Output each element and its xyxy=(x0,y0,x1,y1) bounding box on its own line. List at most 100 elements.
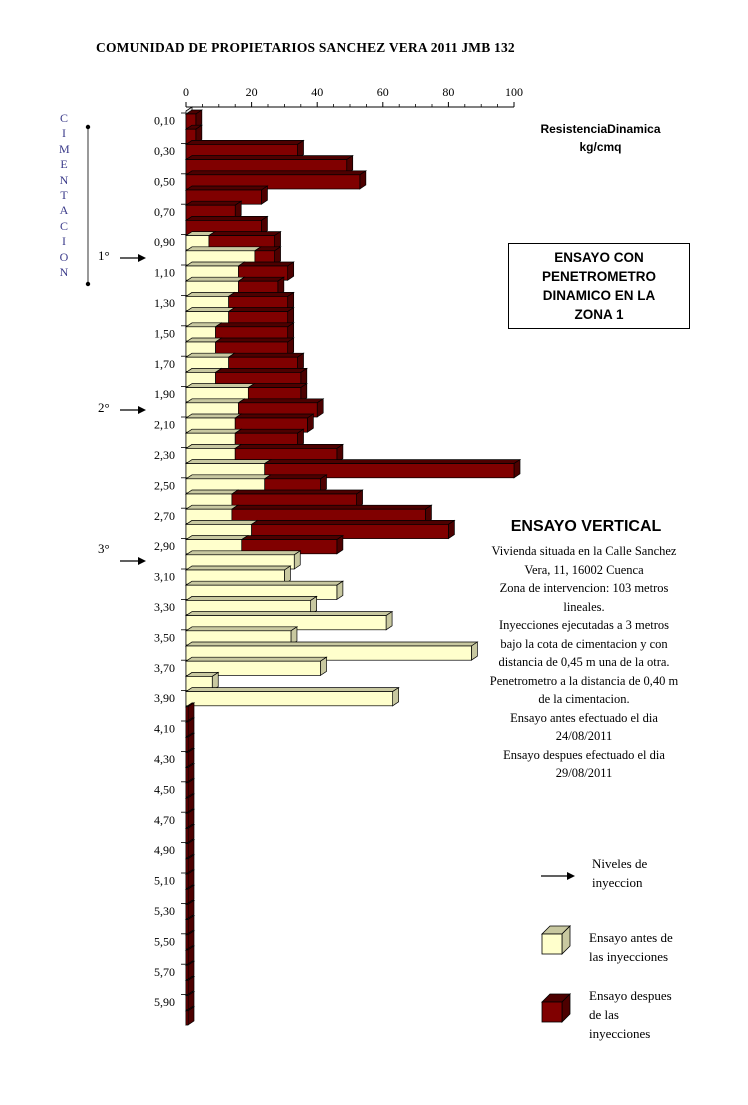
bar-after-zero-face xyxy=(185,736,189,752)
legend-arrow-line-2: inyeccion xyxy=(592,875,643,890)
legend-before-label: Ensayo antes de las inyecciones xyxy=(589,928,673,966)
y-tick-label-18: 3,70 xyxy=(154,661,175,675)
y-tick-label-24: 4,90 xyxy=(154,843,175,857)
bar-before-top xyxy=(184,276,246,282)
y-tick-label-17: 3,50 xyxy=(154,630,175,644)
bar-after xyxy=(184,215,269,236)
bar-after-top xyxy=(184,216,269,221)
description-line: Ensayo antes efectuado el dia xyxy=(510,710,658,725)
bar-after-zero-face xyxy=(185,888,189,904)
bar-before-top xyxy=(184,428,243,434)
bar-after xyxy=(184,109,203,129)
x-tick-label-4: 80 xyxy=(442,85,454,99)
cimentacion-letter: C xyxy=(59,218,68,233)
description-line: Inyecciones ejecutadas a 3 metros xyxy=(498,618,670,632)
bar-before-top xyxy=(184,504,240,510)
description-title: ENSAYO VERTICAL xyxy=(510,518,662,535)
y-tick-label-20: 4,10 xyxy=(154,722,175,736)
bar-before-top xyxy=(184,641,479,647)
bar-after-zero-face xyxy=(185,752,189,767)
bar-after-zero xyxy=(184,838,196,859)
bar-after xyxy=(250,519,456,540)
bar-before-top xyxy=(184,656,328,662)
bar-after-zero-face xyxy=(185,706,189,722)
bar-after xyxy=(214,367,308,388)
legend-before-icon xyxy=(541,925,571,955)
bar-after-zero-face xyxy=(185,964,189,980)
y-tick-label-22: 4,50 xyxy=(154,782,175,796)
bar-after-zero xyxy=(184,732,196,753)
bar-after xyxy=(230,489,364,509)
y-tick-label-16: 3,30 xyxy=(154,600,175,614)
cimentacion-letter: T xyxy=(60,188,68,202)
cimentacion-bracket-top xyxy=(85,124,91,130)
x-tick-label-2: 40 xyxy=(311,85,323,99)
bar-after xyxy=(214,322,295,342)
cimentacion-letter: E xyxy=(60,157,68,172)
y-tick-label-6: 1,30 xyxy=(154,296,175,310)
bar-after xyxy=(184,185,269,205)
bar-before-top xyxy=(184,352,236,358)
description-line: lineales. xyxy=(563,599,605,614)
cimentacion-letter: O xyxy=(59,249,69,264)
bar-after-top xyxy=(237,261,295,267)
bar-after-zero xyxy=(184,747,196,768)
bar-before-top xyxy=(184,611,394,616)
bar-after-zero-face xyxy=(185,919,189,935)
bar-before xyxy=(184,641,479,661)
cimentacion-letter: N xyxy=(59,172,69,187)
bar-before-top xyxy=(184,580,345,586)
y-tick-label-28: 5,70 xyxy=(154,965,175,979)
bar-after-zero-face xyxy=(185,858,189,874)
bar-before-top xyxy=(184,626,299,632)
description-line: Vivienda situada en la Calle Sanchez xyxy=(491,544,677,558)
description-text: Vivienda situada en la Calle Sanchez Vera… xyxy=(478,542,690,783)
bar-after xyxy=(237,276,285,297)
bar-before xyxy=(184,565,292,585)
injection-level-2: 2° xyxy=(98,400,110,415)
y-tick-label-3: 0,70 xyxy=(154,205,175,219)
y-tick-label-0: 0,10 xyxy=(154,114,175,128)
y-tick-label-5: 1,10 xyxy=(154,266,175,280)
bar-after xyxy=(234,443,345,464)
cimentacion-letter: C xyxy=(59,111,68,125)
injection-level-3: 3° xyxy=(98,541,110,556)
zone-box-line-1: ENSAYO CON xyxy=(554,250,644,265)
bar-after-zero-face xyxy=(185,949,189,965)
injection-arrow-1 xyxy=(120,254,146,262)
bar-after-top xyxy=(214,337,295,343)
bar-after xyxy=(240,534,345,555)
bar-after xyxy=(230,504,433,525)
legend-arrow-icon xyxy=(541,872,575,880)
x-tick-label-3: 60 xyxy=(377,85,389,99)
y-tick-label-29: 5,90 xyxy=(154,995,175,1009)
bar-after-zero xyxy=(184,914,196,935)
bar-after xyxy=(234,428,305,449)
bar-after-zero-face xyxy=(185,980,189,995)
bar-after-zero xyxy=(184,869,196,889)
bar-after-zero-face xyxy=(185,721,189,737)
bar-after-top xyxy=(247,383,308,388)
description-line: Penetrometro a la distancia de 0,40 m xyxy=(489,673,679,688)
cimentacion-bracket-bottom xyxy=(85,281,91,287)
bar-after xyxy=(184,154,354,175)
legend-after-label: Ensayo despues de las inyecciones xyxy=(589,986,672,1043)
bar-after-top xyxy=(214,322,295,328)
bar-after-top xyxy=(237,276,285,282)
y-tick-label-2: 0,50 xyxy=(154,174,175,188)
bar-after-face xyxy=(264,463,515,479)
bar-after-zero xyxy=(184,884,196,905)
bar-after-top xyxy=(237,398,325,404)
bar-before-top xyxy=(184,565,292,571)
injection-arrow-2 xyxy=(120,406,146,414)
bar-before xyxy=(184,626,299,646)
y-tick-label-7: 1,50 xyxy=(154,326,175,340)
bar-before-top xyxy=(184,535,249,540)
chart-bars xyxy=(184,109,522,1026)
description-line: Zona de intervencion: 103 metros xyxy=(499,581,669,595)
legend-after-line-2: de las xyxy=(589,1007,619,1022)
cimentacion-letter: I xyxy=(62,234,66,249)
y-tick-label-10: 2,10 xyxy=(154,418,175,432)
y-tick-label-21: 4,30 xyxy=(154,752,175,766)
